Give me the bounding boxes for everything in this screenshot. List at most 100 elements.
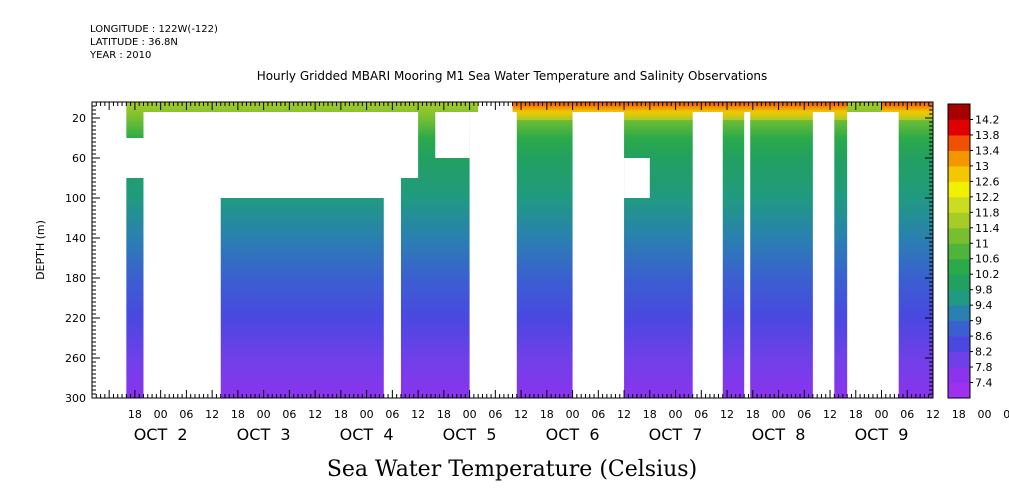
colorbar-swatch bbox=[948, 243, 970, 260]
colorbar: 7.4 7.8 8.2 8.6 9 9.4 9.8 10.2 10.6 11 11.4 11.8 12.… bbox=[947, 103, 1000, 399]
x-hour-label: 12 bbox=[308, 408, 322, 421]
colorbar-label: 14.2 bbox=[975, 113, 1000, 126]
colorbar-label: 13 bbox=[975, 160, 989, 173]
colorbar-label: 9.8 bbox=[975, 284, 993, 297]
surface-warm-layer bbox=[508, 102, 848, 120]
x-day-label: OCT 5 bbox=[443, 425, 497, 444]
x-day-label: OCT 7 bbox=[649, 425, 703, 444]
y-tick-label: 20 bbox=[72, 112, 86, 125]
missing-data-region bbox=[177, 112, 208, 398]
year-label: YEAR : 2010 bbox=[90, 50, 152, 61]
colorbar-label: 7.4 bbox=[975, 377, 993, 390]
latitude-label: LATITUDE : 36.8N bbox=[90, 37, 178, 48]
missing-data-region bbox=[435, 112, 470, 158]
colorbar-label: 10.6 bbox=[975, 253, 1000, 266]
colorbar-swatch bbox=[948, 196, 970, 213]
x-hour-label: 00 bbox=[566, 408, 580, 421]
x-day-label: OCT 2 bbox=[134, 425, 188, 444]
colorbar-swatch bbox=[948, 165, 970, 182]
y-axis-label: DEPTH (m) bbox=[34, 220, 47, 280]
y-tick-label: 60 bbox=[72, 152, 86, 165]
colorbar-label: 11.8 bbox=[975, 206, 1000, 219]
colorbar-frame bbox=[947, 103, 971, 399]
x-day-label: OCT 4 bbox=[340, 425, 394, 444]
missing-data-region bbox=[383, 112, 401, 398]
x-hour-label: 18 bbox=[128, 408, 142, 421]
x-hour-label: 00 bbox=[669, 408, 683, 421]
x-hour-label: 00 bbox=[977, 408, 991, 421]
missing-data-region bbox=[692, 112, 723, 398]
time-axis: 18 00 06 12 18 00 06 12 18 00 06 12 18 00 06 12 18 00 06 12… bbox=[91, 102, 1009, 444]
x-hour-label: 06 bbox=[179, 408, 193, 421]
colorbar-label: 7.8 bbox=[975, 361, 993, 374]
x-hour-label: 18 bbox=[540, 408, 554, 421]
colorbar-label: 12.2 bbox=[975, 191, 1000, 204]
colorbar-swatch bbox=[948, 104, 970, 120]
x-hour-label: 12 bbox=[205, 408, 219, 421]
x-hour-label: 06 bbox=[1003, 408, 1009, 421]
x-hour-label: 06 bbox=[900, 408, 914, 421]
x-hour-label: 18 bbox=[643, 408, 657, 421]
colorbar-swatch bbox=[948, 336, 970, 353]
x-hour-label: 18 bbox=[334, 408, 348, 421]
x-hour-label: 18 bbox=[746, 408, 760, 421]
missing-data-region bbox=[297, 112, 367, 158]
y-tick-label: 180 bbox=[65, 272, 86, 285]
x-hour-label: 06 bbox=[385, 408, 399, 421]
x-hour-label: 00 bbox=[463, 408, 477, 421]
colorbar-swatch bbox=[948, 382, 970, 399]
colorbar-swatch bbox=[948, 320, 970, 337]
y-tick-label: 100 bbox=[65, 192, 86, 205]
missing-data-region bbox=[744, 112, 751, 398]
colorbar-swatch bbox=[948, 351, 970, 368]
x-hour-label: 06 bbox=[797, 408, 811, 421]
x-hour-label: 00 bbox=[257, 408, 271, 421]
x-day-label: OCT 8 bbox=[752, 425, 806, 444]
y-tick-label: 260 bbox=[65, 352, 86, 365]
missing-data-region bbox=[847, 112, 899, 398]
y-tick-label: 140 bbox=[65, 232, 86, 245]
colorbar-label: 13.4 bbox=[975, 144, 1000, 157]
colorbar-swatch bbox=[948, 274, 970, 291]
x-hour-label: 06 bbox=[488, 408, 502, 421]
x-day-label: OCT 3 bbox=[237, 425, 291, 444]
x-hour-label: 12 bbox=[720, 408, 734, 421]
depth-axis: 20 60 100 140 180 220 260 300 bbox=[65, 101, 933, 405]
x-hour-label: 00 bbox=[772, 408, 786, 421]
colorbar-swatch bbox=[948, 212, 970, 229]
x-hour-label: 12 bbox=[411, 408, 425, 421]
longitude-label: LONGITUDE : 122W(-122) bbox=[90, 24, 218, 35]
missing-data-region bbox=[177, 112, 401, 198]
x-hour-label: 06 bbox=[694, 408, 708, 421]
colorbar-swatch bbox=[948, 134, 970, 151]
colorbar-swatch bbox=[948, 227, 970, 244]
y-tick-label: 220 bbox=[65, 312, 86, 325]
x-hour-label: 06 bbox=[282, 408, 296, 421]
colorbar-label: 8.2 bbox=[975, 346, 993, 359]
x-hour-label: 18 bbox=[231, 408, 245, 421]
x-hour-label: 00 bbox=[360, 408, 374, 421]
colorbar-label: 11.4 bbox=[975, 222, 1000, 235]
x-hour-label: 06 bbox=[591, 408, 605, 421]
colorbar-swatch bbox=[948, 119, 970, 136]
x-hour-label: 12 bbox=[514, 408, 528, 421]
colorbar-label: 8.6 bbox=[975, 330, 993, 343]
missing-data-region bbox=[572, 112, 625, 398]
x-hour-label: 12 bbox=[823, 408, 837, 421]
colorbar-swatch bbox=[948, 305, 970, 322]
colorbar-label: 10.2 bbox=[975, 268, 1000, 281]
x-hour-label: 00 bbox=[154, 408, 168, 421]
colorbar-label: 9 bbox=[975, 315, 982, 328]
colorbar-swatch bbox=[948, 367, 970, 384]
x-day-label: OCT 6 bbox=[546, 425, 600, 444]
x-hour-label: 18 bbox=[849, 408, 863, 421]
colorbar-swatch bbox=[948, 150, 970, 167]
x-hour-label: 12 bbox=[926, 408, 940, 421]
colorbar-label: 9.4 bbox=[975, 299, 993, 312]
colorbar-label: 13.8 bbox=[975, 129, 1000, 142]
x-hour-label: 00 bbox=[875, 408, 889, 421]
colorbar-swatch bbox=[948, 289, 970, 306]
missing-data-region bbox=[812, 112, 835, 398]
missing-data-region bbox=[624, 158, 650, 198]
